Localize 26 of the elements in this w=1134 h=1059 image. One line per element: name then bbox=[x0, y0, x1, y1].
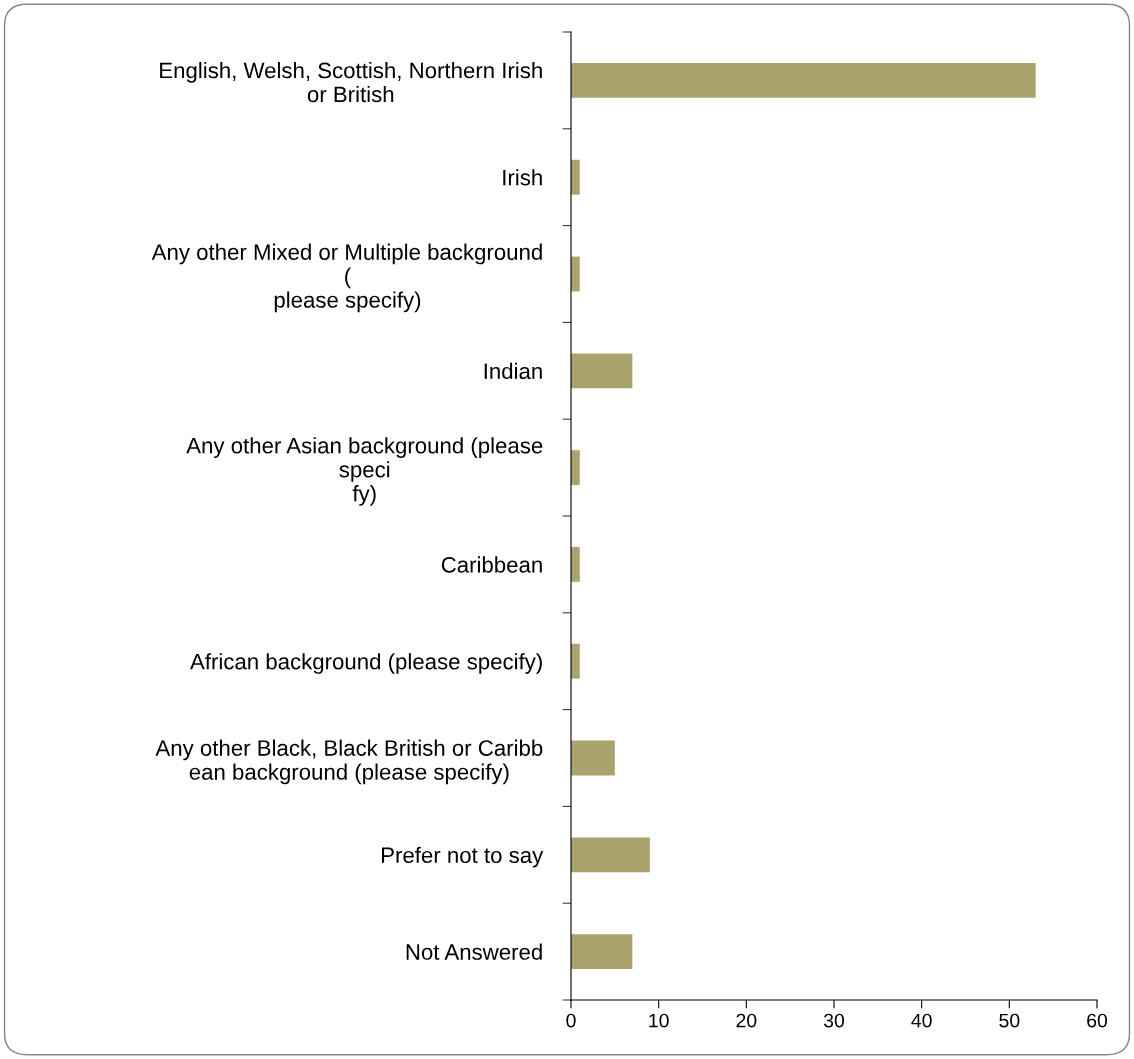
y-tick-label: Any other Mixed or Multiple background ( please specify) bbox=[151, 243, 542, 313]
y-tick-label: Any other Black, Black British or Caribb ean background (please specify) bbox=[155, 739, 543, 785]
bar bbox=[571, 934, 633, 970]
bar bbox=[571, 643, 580, 679]
bar bbox=[571, 450, 580, 486]
y-tick-label: Irish bbox=[503, 169, 542, 186]
x-tick-label: 20 bbox=[736, 1013, 757, 1028]
y-tick-label: Indian bbox=[484, 362, 542, 380]
bar bbox=[571, 837, 650, 873]
y-tick-label: Caribbean bbox=[441, 556, 542, 573]
x-tick-label: 0 bbox=[566, 1013, 576, 1028]
bar bbox=[571, 740, 615, 776]
bar bbox=[571, 546, 580, 582]
x-tick-label: 40 bbox=[911, 1013, 932, 1028]
x-tick-label: 50 bbox=[999, 1013, 1020, 1028]
y-tick-label: Any other Asian background (please speci fy) bbox=[186, 437, 543, 506]
x-tick-label: 30 bbox=[823, 1013, 845, 1028]
y-tick-label: Not Answered bbox=[406, 943, 542, 960]
y-tick-label: English, Welsh, Scottish, Northern Irish or British bbox=[160, 61, 542, 103]
bar bbox=[571, 62, 1036, 98]
y-tick-label: Prefer not to say bbox=[382, 846, 544, 868]
x-tick-label: 60 bbox=[1087, 1013, 1108, 1028]
bar bbox=[571, 353, 633, 389]
y-tick-label: African background (please specify) bbox=[190, 653, 542, 674]
bar bbox=[571, 159, 580, 195]
x-tick-label: 10 bbox=[649, 1013, 669, 1028]
